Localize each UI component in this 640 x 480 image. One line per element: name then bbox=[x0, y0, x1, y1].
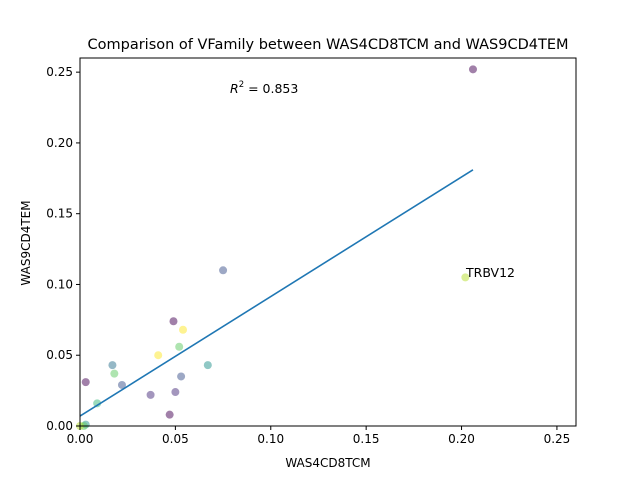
r2-exponent: 2 bbox=[239, 80, 244, 90]
data-point-11 bbox=[81, 378, 90, 387]
data-point-14 bbox=[146, 390, 155, 399]
y-tick-label-5: 0.25 bbox=[46, 65, 73, 79]
data-point-5 bbox=[175, 342, 184, 351]
x-tick-label-5: 0.25 bbox=[544, 432, 571, 446]
data-point-1 bbox=[461, 273, 470, 282]
points-layer bbox=[76, 65, 477, 430]
chart-title: Comparison of VFamily between WAS4CD8TCM… bbox=[88, 37, 569, 53]
data-point-4 bbox=[179, 325, 188, 334]
y-tick-label-0: 0.00 bbox=[46, 419, 73, 433]
data-point-12 bbox=[117, 380, 126, 389]
y-tick-label-1: 0.05 bbox=[46, 348, 73, 362]
plot-frame bbox=[79, 57, 577, 427]
y-tick-label-4: 0.20 bbox=[46, 136, 73, 150]
x-tick-label-2: 0.10 bbox=[257, 432, 284, 446]
r2-annotation: R2 = 0.853 bbox=[230, 80, 298, 96]
data-point-10 bbox=[177, 372, 186, 381]
r2-value: = 0.853 bbox=[244, 81, 298, 96]
axes-layer: 0.00 0.05 0.10 0.15 0.20 0.25 0.00 0.05 0.10 0.15… bbox=[46, 57, 577, 446]
data-point-7 bbox=[203, 361, 212, 370]
data-point-13 bbox=[171, 388, 180, 397]
data-point-6 bbox=[154, 351, 163, 360]
x-tick-label-0: 0.00 bbox=[67, 432, 94, 446]
data-point-9 bbox=[110, 369, 119, 378]
y-tick-label-3: 0.15 bbox=[46, 207, 73, 221]
x-tick-label-3: 0.15 bbox=[353, 432, 380, 446]
data-point-16 bbox=[165, 410, 174, 419]
y-axis-label: WAS9CD4TEM bbox=[19, 200, 33, 285]
point-label-trbv12: TRBV12 bbox=[465, 265, 515, 280]
fit-layer bbox=[79, 169, 474, 417]
data-point-2 bbox=[219, 266, 228, 275]
data-point-0 bbox=[468, 65, 477, 74]
r2-symbol: R bbox=[230, 81, 239, 96]
y-tick-label-2: 0.10 bbox=[46, 277, 73, 291]
data-point-8 bbox=[108, 361, 117, 370]
data-point-3 bbox=[169, 317, 178, 326]
x-tick-label-4: 0.20 bbox=[448, 432, 475, 446]
regression-line bbox=[79, 169, 474, 417]
x-axis-label: WAS4CD8TCM bbox=[285, 456, 370, 470]
x-tick-label-1: 0.05 bbox=[162, 432, 189, 446]
data-point-15 bbox=[93, 399, 102, 408]
